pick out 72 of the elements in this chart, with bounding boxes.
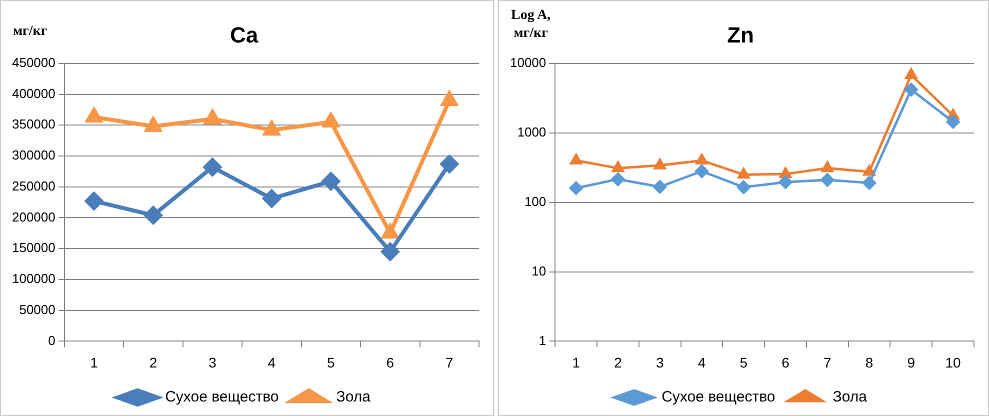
x-tick-label: 2 bbox=[614, 354, 622, 370]
point bbox=[570, 154, 582, 164]
y-tick-label: 300000 bbox=[12, 148, 56, 163]
x-tick-label: 1 bbox=[90, 354, 98, 370]
y-tick-label: 10 bbox=[532, 263, 546, 278]
x-tick-label: 8 bbox=[865, 354, 874, 370]
y-tick-label: 400000 bbox=[12, 86, 56, 101]
y-tick-label: 1000 bbox=[517, 124, 546, 140]
point bbox=[904, 82, 918, 96]
legend-label: Сухое вещество bbox=[662, 388, 776, 406]
y-tick-label: 10000 bbox=[510, 54, 546, 70]
point bbox=[86, 108, 102, 123]
point bbox=[863, 165, 876, 176]
x-tick-label: 5 bbox=[327, 354, 336, 370]
point bbox=[778, 175, 792, 189]
point bbox=[820, 173, 834, 187]
point bbox=[441, 91, 458, 106]
y-tick-label: 100000 bbox=[12, 271, 56, 286]
point bbox=[738, 168, 750, 179]
x-tick-label: 7 bbox=[445, 354, 454, 370]
point bbox=[862, 176, 876, 190]
y-tick-label: 50000 bbox=[19, 302, 56, 317]
point bbox=[654, 158, 666, 170]
x-tick-label: 3 bbox=[656, 354, 664, 370]
x-tick-label: 2 bbox=[149, 354, 158, 370]
y-tick-label: 200000 bbox=[12, 209, 56, 224]
point bbox=[612, 161, 624, 172]
point bbox=[821, 161, 834, 172]
y-tick-label: 1 bbox=[538, 332, 546, 348]
x-tick-label: 4 bbox=[698, 354, 706, 370]
point bbox=[145, 117, 162, 132]
y-axis-title: Log A, мг/кг bbox=[511, 7, 551, 43]
point bbox=[322, 172, 340, 190]
point bbox=[611, 172, 625, 186]
y-tick-label: 0 bbox=[48, 332, 56, 348]
point bbox=[381, 242, 400, 261]
x-tick-label: 7 bbox=[824, 354, 832, 370]
y-axis-title: мг/кг bbox=[13, 23, 48, 41]
point bbox=[264, 121, 280, 136]
point bbox=[736, 180, 750, 194]
x-tick-label: 6 bbox=[782, 354, 790, 370]
legend-label: Сухое вещество bbox=[165, 388, 279, 406]
y-tick-label: 250000 bbox=[12, 178, 56, 194]
point bbox=[262, 190, 281, 208]
x-tick-label: 6 bbox=[386, 354, 394, 370]
x-tick-label: 3 bbox=[208, 354, 217, 370]
point bbox=[84, 192, 103, 210]
point bbox=[569, 181, 583, 195]
x-tick-label: 9 bbox=[907, 354, 916, 370]
y-tick-label: 100 bbox=[524, 194, 546, 209]
point bbox=[144, 206, 162, 224]
x-tick-label: 10 bbox=[945, 354, 962, 370]
point bbox=[780, 167, 792, 178]
point bbox=[322, 113, 339, 128]
x-tick-label: 5 bbox=[740, 354, 748, 370]
chart-title: Zn bbox=[727, 22, 754, 48]
point bbox=[696, 154, 708, 164]
y-tick-label: 150000 bbox=[12, 240, 56, 256]
legend-label: Зола bbox=[832, 388, 868, 406]
y-tick-label: 450000 bbox=[12, 54, 56, 70]
x-tick-label: 4 bbox=[268, 354, 276, 370]
point bbox=[204, 110, 221, 124]
point bbox=[905, 68, 918, 80]
point bbox=[946, 115, 960, 129]
point bbox=[440, 155, 458, 174]
y-tick-label: 350000 bbox=[12, 116, 56, 132]
point bbox=[695, 164, 708, 178]
legend-label: Зола bbox=[336, 388, 372, 406]
point bbox=[203, 158, 222, 176]
x-tick-label: 1 bbox=[572, 354, 580, 370]
chart-title: Ca bbox=[230, 22, 259, 48]
point bbox=[653, 180, 667, 194]
